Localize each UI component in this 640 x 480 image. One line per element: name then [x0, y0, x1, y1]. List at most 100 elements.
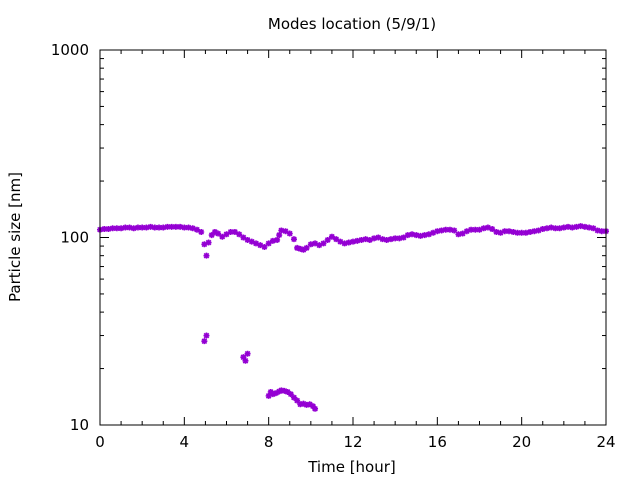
data-point: [172, 223, 179, 230]
data-point: [286, 230, 293, 237]
data-point: [548, 224, 555, 231]
x-tick-label: 24: [596, 433, 615, 451]
data-point: [425, 231, 432, 238]
x-axis-label: Time [hour]: [307, 458, 396, 476]
x-tick-label: 0: [95, 433, 105, 451]
plot-frame: [99, 49, 607, 426]
data-point: [101, 226, 108, 233]
data-point: [501, 228, 508, 235]
data-point: [438, 227, 445, 234]
data-point: [273, 390, 280, 397]
data-point: [446, 226, 453, 233]
data-point: [586, 224, 593, 231]
data-point: [240, 234, 247, 241]
data-point: [189, 225, 196, 232]
data-point: [463, 228, 470, 235]
data-point: [442, 226, 449, 233]
tick-labels: 0 4 8 12 16 20 24 10 100 1000: [51, 41, 616, 451]
y-tick-label: 10: [70, 416, 89, 434]
data-point: [489, 226, 496, 233]
data-point: [201, 241, 208, 248]
data-point: [345, 239, 352, 246]
data-point: [278, 227, 285, 234]
data-point: [455, 231, 462, 238]
data-point: [126, 224, 133, 231]
data-point: [297, 245, 304, 252]
data-point: [294, 244, 301, 251]
data-point: [552, 225, 559, 232]
data-point: [261, 243, 268, 250]
data-point: [215, 230, 222, 237]
data-point: [518, 229, 525, 236]
data-point: [208, 232, 215, 239]
x-tick-label: 12: [343, 433, 362, 451]
data-point: [590, 225, 597, 232]
data-point: [147, 223, 154, 230]
data-point: [484, 224, 491, 231]
data-point: [113, 225, 120, 232]
data-point: [290, 394, 297, 401]
x-tick-label: 8: [264, 433, 274, 451]
data-point: [300, 246, 307, 253]
data-point: [350, 238, 356, 245]
data-point: [539, 226, 546, 233]
data-point: [201, 338, 208, 345]
data-point: [244, 236, 251, 243]
data-point: [303, 401, 310, 408]
data-point: [341, 240, 348, 247]
data-point: [535, 227, 542, 234]
data-point: [430, 229, 437, 236]
data-point: [316, 242, 323, 249]
data-point: [130, 225, 137, 232]
data-point: [236, 231, 243, 238]
data-point: [253, 240, 260, 247]
chart-title: Modes location (5/9/1): [268, 15, 436, 33]
data-point: [156, 224, 163, 231]
data-point: [459, 230, 466, 237]
data-point: [257, 242, 264, 249]
data-point: [497, 229, 504, 236]
data-point: [514, 229, 521, 236]
data-point: [371, 235, 378, 242]
data-point: [409, 231, 416, 238]
data-point: [223, 231, 230, 238]
data-point: [421, 232, 428, 239]
data-point: [185, 224, 192, 231]
data-point: [278, 387, 285, 394]
data-point: [476, 226, 483, 233]
data-point: [324, 236, 331, 243]
data-point: [392, 235, 399, 242]
data-point: [309, 403, 316, 410]
data-point: [417, 232, 424, 239]
data-point: [284, 388, 291, 395]
data-point: [527, 228, 534, 235]
data-point: [573, 223, 580, 230]
data-point: [297, 401, 304, 408]
data-points: [97, 223, 609, 412]
data-point: [168, 223, 175, 230]
data-point: [205, 239, 212, 246]
data-point: [274, 236, 281, 243]
data-point: [118, 225, 125, 232]
data-point: [134, 224, 141, 231]
data-point: [598, 228, 605, 235]
data-point: [472, 226, 479, 233]
data-point: [219, 233, 226, 240]
data-point: [276, 232, 283, 239]
y-axis-label: Particle size [nm]: [6, 172, 24, 302]
data-point: [181, 224, 188, 231]
data-point: [231, 228, 238, 235]
data-point: [510, 228, 517, 235]
data-point: [522, 229, 529, 236]
data-point: [404, 232, 411, 239]
data-point: [354, 237, 361, 244]
data-point: [203, 332, 210, 339]
data-point: [379, 236, 386, 243]
x-tick-label: 4: [180, 433, 190, 451]
data-point: [164, 223, 171, 230]
data-point: [290, 236, 297, 243]
data-point: [375, 234, 382, 241]
data-point: [269, 237, 276, 244]
data-point: [565, 223, 572, 230]
data-point: [303, 244, 310, 251]
